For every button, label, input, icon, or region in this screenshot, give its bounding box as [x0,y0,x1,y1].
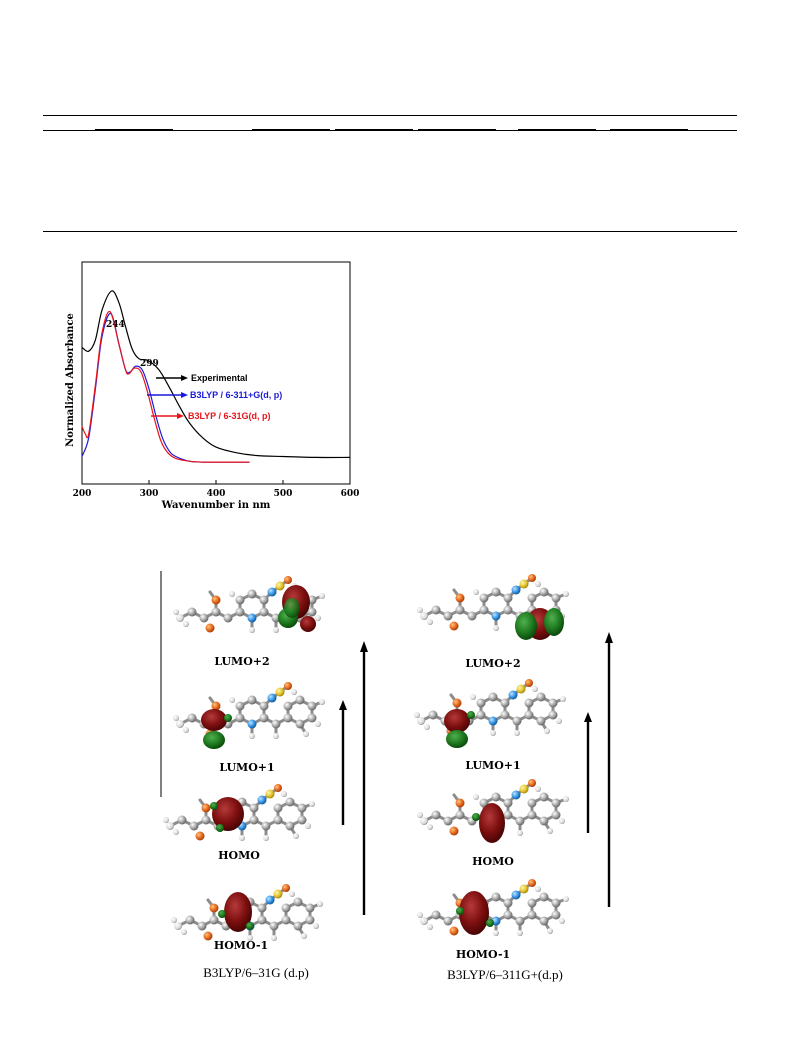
left-caption: B3LYP/6–31G (d.p) [203,965,309,980]
table-col-rule-4 [418,129,496,131]
right-lumo2-molecule [415,572,571,640]
left-label-lumo2: LUMO+2 [214,655,269,668]
table-top-rule [43,115,737,116]
x-tick-label-4: 600 [341,489,360,499]
table-col-rule-5 [518,129,596,131]
series-line-2 [81,310,250,463]
legend-b3lyp-31: B3LYP / 6-31G(d, p) [188,411,271,421]
left-lumo2-molecule [171,574,327,635]
table-col-rule-6 [610,129,688,131]
legend-experimental: Experimental [191,373,248,383]
table-col-rule-1 [95,129,173,131]
table-col-rule-2 [252,129,330,131]
b3lyp-31-arrowhead [177,413,184,419]
b3lyp-311-arrowhead [181,392,188,398]
table-bottom-rule [43,231,737,232]
right-homo-molecule [415,777,571,843]
peak-label-244: 244 [106,320,125,330]
right-short-arrow [584,712,592,833]
right-lumo1-molecule [412,677,568,748]
left-label-homo1: HOMO-1 [214,939,268,952]
right-long-arrow [605,632,613,907]
y-axis-label: Normalized Absorbance [65,313,76,447]
right-homo1-molecule [415,877,571,938]
x-tick-label-1: 300 [140,489,159,499]
left-lumo1-molecule [171,680,327,749]
peak-label-299: 299 [140,359,159,369]
left-short-arrow [339,700,347,825]
series-line-0 [81,290,351,459]
right-label-homo1: HOMO-1 [456,948,510,961]
left-homo-molecule [161,782,317,843]
x-tick-label-0: 200 [73,489,92,499]
table-col-rule-3 [335,129,413,131]
x-tick-label-2: 400 [207,489,226,499]
x-tick-label-3: 500 [274,489,293,499]
left-label-homo: HOMO [218,849,260,862]
left-long-arrow [360,641,368,915]
left-label-lumo1: LUMO+1 [219,761,274,774]
left-homo1-molecule [169,882,325,943]
right-label-homo: HOMO [472,855,514,868]
right-caption: B3LYP/6–311G+(d.p) [447,967,563,982]
right-label-lumo2: LUMO+2 [465,657,520,670]
x-axis-label: Wavenumber in nm [161,500,271,511]
right-label-lumo1: LUMO+1 [465,759,520,772]
experimental-arrowhead [181,375,188,381]
legend-b3lyp-311: B3LYP / 6-311+G(d, p) [190,390,282,400]
